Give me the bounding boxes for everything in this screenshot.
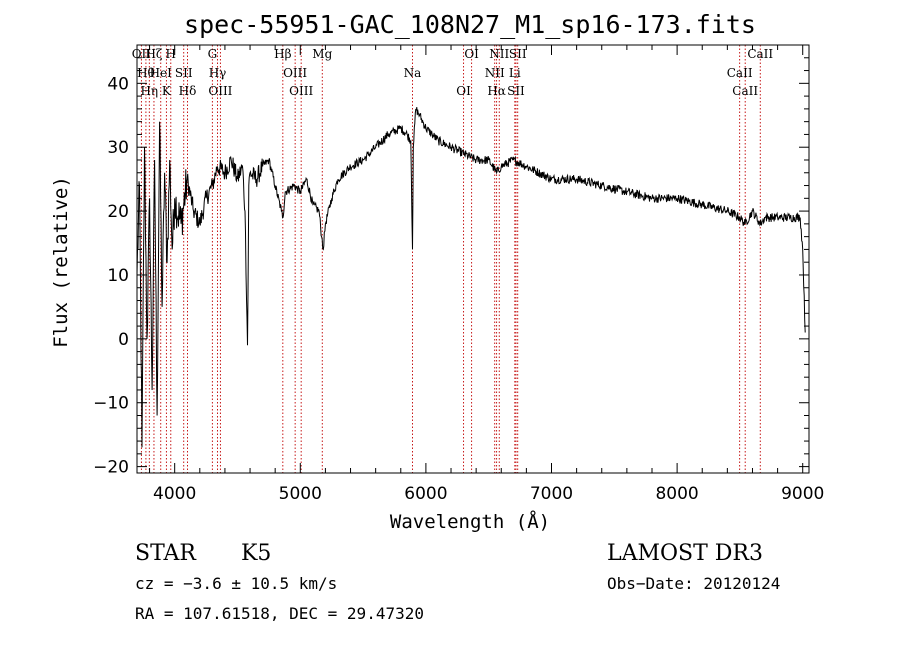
line-label: Na	[404, 66, 422, 80]
line-label: Li	[509, 66, 521, 80]
line-label: Hβ	[274, 47, 291, 61]
y-tick-label: −20	[93, 458, 129, 478]
emission-line-labels: OII Hθ Hη Hζ HeI K H SII Hδ G Hγ OIII Hβ OIII OIII Mg Na…	[132, 47, 774, 98]
line-label: Hδ	[179, 84, 197, 98]
line-label: SII	[175, 66, 193, 80]
line-label: K	[162, 84, 172, 98]
chart-title: spec-55951-GAC_108N27_M1_sp16-173.fits	[184, 10, 756, 39]
y-tick-label: 10	[107, 266, 129, 286]
line-label: CaII	[732, 84, 758, 98]
line-label: HeI	[150, 66, 173, 80]
line-label: G	[208, 47, 218, 61]
line-label: OI	[456, 84, 471, 98]
line-label: Mg	[312, 47, 332, 61]
object-subclass: K5	[241, 541, 271, 566]
line-label: Hα	[487, 84, 506, 98]
line-label: Hη	[140, 84, 158, 98]
line-label: OII	[132, 47, 152, 61]
line-label: SII	[509, 47, 527, 61]
y-tick-label: 20	[107, 202, 129, 222]
x-tick-label: 7000	[530, 484, 573, 504]
coordinates-readout: RA = 107.61518, DEC = 29.47320	[135, 604, 424, 623]
x-tick-label: 6000	[404, 484, 447, 504]
x-tick-label: 8000	[655, 484, 698, 504]
y-tick-label: 0	[118, 330, 129, 350]
emission-line-markers	[140, 45, 761, 473]
spectrum-series	[136, 107, 806, 448]
line-label: NII	[485, 66, 505, 80]
line-label: OIII	[208, 84, 232, 98]
observation-date: Obs−Date: 20120124	[607, 574, 780, 593]
line-label: OIII	[283, 66, 307, 80]
spectrum-line	[136, 107, 806, 448]
y-tick-label: 40	[107, 74, 129, 94]
line-label: SII	[507, 84, 525, 98]
y-axis-label: Flux (relative)	[50, 176, 72, 348]
line-label: CaII	[727, 66, 753, 80]
x-tick-label: 4000	[153, 484, 196, 504]
line-label: H	[166, 47, 176, 61]
redshift-readout: cz = −3.6 ± 10.5 km/s	[135, 574, 337, 593]
x-tick-label: 9000	[781, 484, 824, 504]
line-label: OI	[464, 47, 479, 61]
line-label: Hγ	[209, 66, 227, 80]
plot-frame	[136, 44, 810, 474]
y-tick-label: −10	[93, 394, 129, 414]
x-axis-label: Wavelength (Å)	[390, 510, 550, 533]
line-label: NII	[489, 47, 509, 61]
survey-name: LAMOST DR3	[607, 541, 763, 566]
object-class: STAR	[135, 541, 197, 566]
line-label: Hζ	[145, 47, 162, 61]
line-label: Hθ	[137, 66, 155, 80]
x-tick-label: 5000	[279, 484, 322, 504]
axis-ticks: 4000 5000 6000 7000 8000 9000 −20 −10 0 10 20 30 40	[93, 45, 824, 504]
line-label: OIII	[289, 84, 313, 98]
line-label: CaII	[747, 47, 773, 61]
y-tick-label: 30	[107, 138, 129, 158]
